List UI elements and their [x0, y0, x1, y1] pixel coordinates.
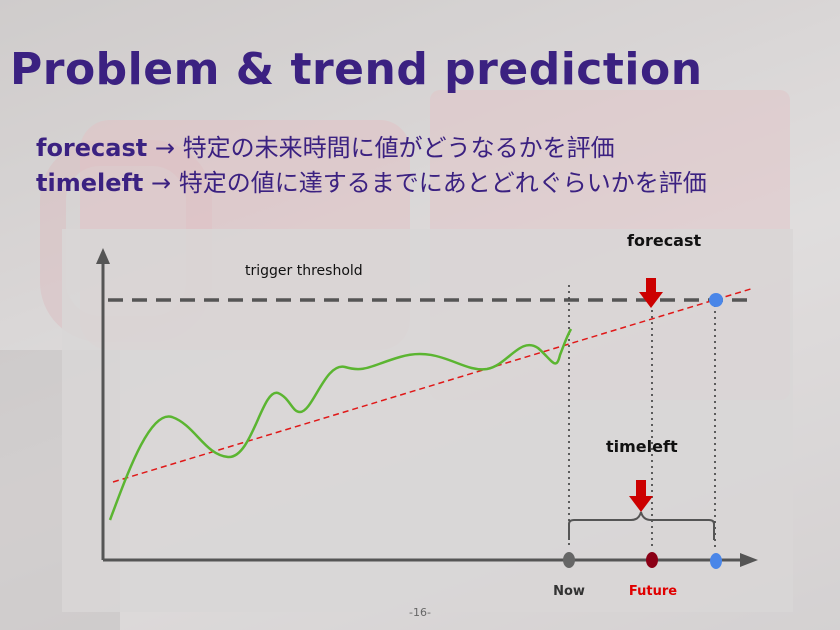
slide-title: Problem & trend prediction	[10, 44, 703, 95]
forecast-description: 特定の未来時間に値がどうなるかを評価	[182, 134, 615, 162]
page-number: -16-	[409, 606, 431, 619]
timeleft-keyword: timeleft	[36, 169, 144, 197]
now-label: Now	[553, 584, 585, 599]
now-dot	[563, 552, 575, 568]
timeleft-arrow-icon	[629, 480, 653, 512]
crossing-time-dot	[710, 553, 722, 569]
timeleft-label: timeleft	[606, 437, 678, 456]
forecast-arrow-icon	[639, 278, 663, 308]
future-dot	[646, 552, 658, 568]
arrow-glyph: →	[154, 134, 175, 162]
timeleft-description: 特定の値に達するまでにあとどれぐらいかを評価	[178, 169, 707, 197]
y-axis-arrowhead	[96, 248, 110, 264]
x-axis-arrowhead	[740, 553, 758, 567]
forecast-line: forecast → 特定の未来時間に値がどうなるかを評価	[36, 128, 615, 163]
timeleft-bracket	[568, 511, 715, 540]
metric-curve	[108, 328, 573, 521]
diagram-panel	[62, 229, 793, 612]
arrow-glyph: →	[151, 169, 172, 197]
timeleft-line: timeleft → 特定の値に達するまでにあとどれぐらいかを評価	[36, 163, 707, 198]
forecast-keyword: forecast	[36, 134, 148, 162]
threshold-label: trigger threshold	[245, 263, 363, 279]
threshold-crossing-dot	[709, 293, 723, 307]
trend-line	[112, 287, 755, 483]
forecast-label: forecast	[627, 231, 702, 250]
future-label: Future	[629, 584, 677, 599]
